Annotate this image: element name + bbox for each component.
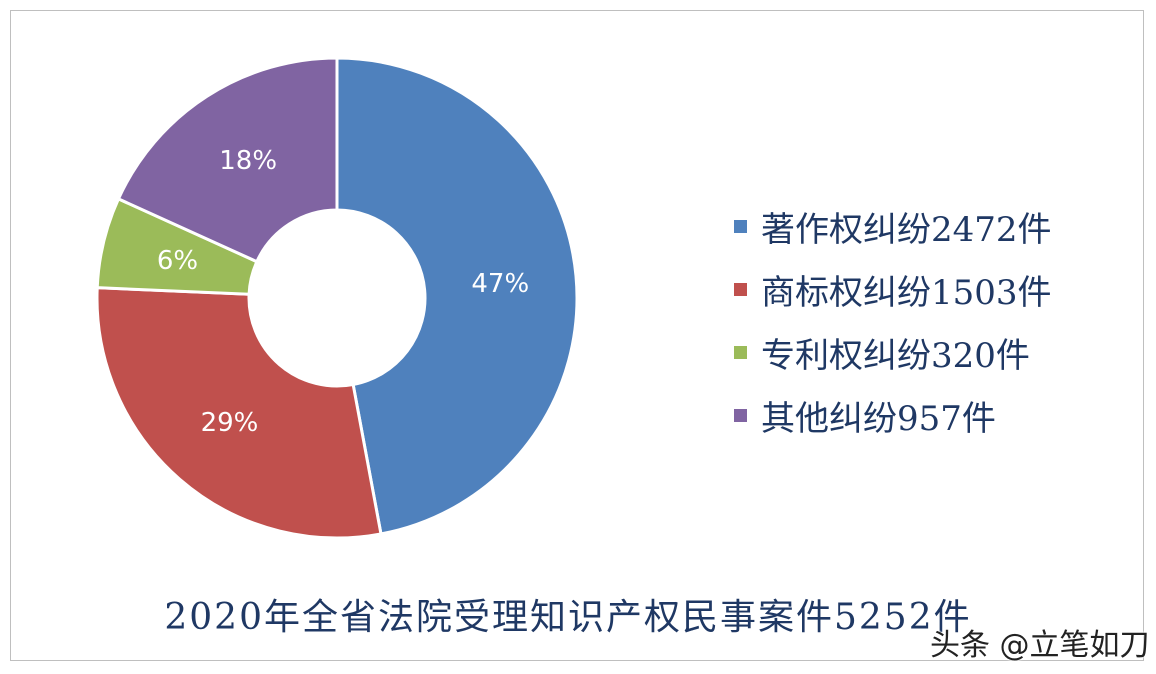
legend-label: 著作权纠纷2472件 <box>761 210 1052 250</box>
donut-slice <box>116 56 339 264</box>
data-label: 47% <box>471 269 529 299</box>
legend-item: 其他纠纷957件 <box>734 384 1052 447</box>
watermark: 头条 @立笔如刀 <box>930 628 1150 663</box>
legend-label: 专利权纠纷320件 <box>761 336 1030 376</box>
chart-frame <box>10 10 1144 661</box>
donut-slice <box>95 286 383 540</box>
legend-swatch <box>734 220 747 233</box>
legend-swatch <box>734 283 747 296</box>
chart-title: 2020年全省法院受理知识产权民事案件5252件 <box>164 597 972 638</box>
legend-swatch <box>734 409 747 422</box>
legend-item: 著作权纠纷2472件 <box>734 195 1052 258</box>
donut-slice <box>335 56 579 536</box>
legend-label: 其他纠纷957件 <box>761 399 996 439</box>
data-label: 6% <box>157 246 198 276</box>
legend-swatch <box>734 346 747 359</box>
legend-item: 商标权纠纷1503件 <box>734 258 1052 321</box>
legend-item: 专利权纠纷320件 <box>734 321 1052 384</box>
data-label: 29% <box>201 408 259 438</box>
legend-label: 商标权纠纷1503件 <box>761 273 1052 313</box>
legend: 著作权纠纷2472件 商标权纠纷1503件 专利权纠纷320件 其他纠纷957件 <box>734 195 1052 447</box>
data-label: 18% <box>219 146 277 176</box>
